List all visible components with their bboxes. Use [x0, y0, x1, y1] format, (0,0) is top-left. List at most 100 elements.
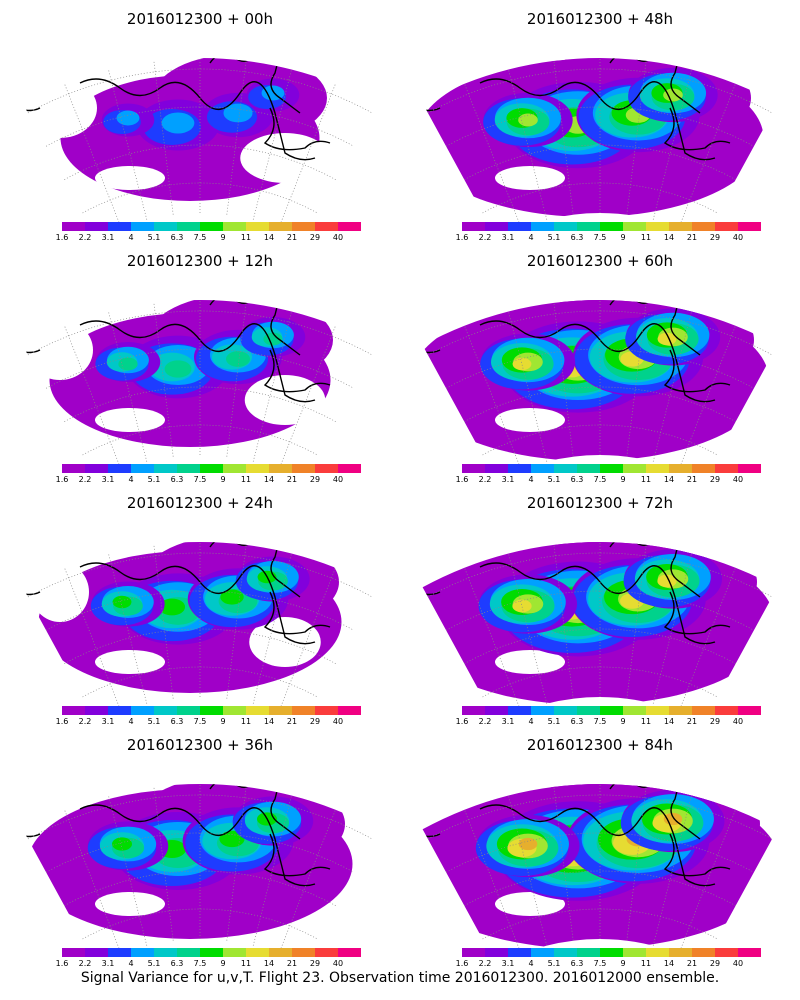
- colorbar-swatch: [646, 464, 669, 473]
- colorbar-label: 29: [310, 717, 320, 726]
- colorbar-label: 1.6: [456, 959, 469, 968]
- colorbar-swatch: [85, 706, 108, 715]
- colorbar-label: 6.3: [571, 475, 584, 484]
- panel-title: 2016012300 + 72h: [527, 494, 673, 512]
- colorbar-swatch: [177, 706, 200, 715]
- panel-title: 2016012300 + 84h: [527, 736, 673, 754]
- colorbar-label: 5.1: [548, 959, 561, 968]
- colorbar-swatch: [692, 706, 715, 715]
- colorbar-swatch: [315, 222, 338, 231]
- colorbar-label: 14: [264, 959, 274, 968]
- colorbar-label: 5.1: [148, 959, 161, 968]
- colorbar-label: 5.1: [548, 717, 561, 726]
- colorbar-label: 4: [128, 233, 133, 242]
- colorbar-label: 9: [620, 717, 625, 726]
- colorbar-label: 1.6: [56, 475, 69, 484]
- colorbar-swatch: [154, 464, 177, 473]
- colorbar-swatch: [485, 222, 508, 231]
- colorbar-label: 21: [687, 717, 697, 726]
- colorbar-swatch: [131, 464, 154, 473]
- colorbar-label: 1.6: [456, 233, 469, 242]
- panel-title: 2016012300 + 60h: [527, 252, 673, 270]
- colorbar-swatch: [577, 706, 600, 715]
- colorbar-swatch: [485, 464, 508, 473]
- colorbar-label: 11: [641, 233, 651, 242]
- colorbar-label: 3.1: [102, 717, 115, 726]
- colorbar-swatch: [600, 464, 623, 473]
- colorbar-label: 4: [128, 959, 133, 968]
- colorbar-label: 2.2: [79, 233, 92, 242]
- colorbar-label: 21: [287, 717, 297, 726]
- colorbar-label: 14: [264, 475, 274, 484]
- colorbar-label: 7.5: [594, 233, 607, 242]
- colorbar-label: 4: [528, 475, 533, 484]
- colorbar-label: 9: [220, 959, 225, 968]
- colorbar-label: 14: [664, 959, 674, 968]
- colorbar-swatch: [85, 948, 108, 957]
- colorbar-label: 21: [287, 475, 297, 484]
- colorbar-label: 7.5: [594, 717, 607, 726]
- colorbar-swatch: [154, 222, 177, 231]
- colorbar-label: 1.6: [56, 959, 69, 968]
- colorbar-label: 11: [641, 475, 651, 484]
- colorbar-label: 6.3: [571, 959, 584, 968]
- colorbar-swatch: [200, 706, 223, 715]
- colorbar-label: 40: [333, 233, 343, 242]
- colorbar-label: 21: [687, 959, 697, 968]
- colorbar-label: 4: [128, 475, 133, 484]
- colorbar-label: 2.2: [479, 717, 492, 726]
- colorbar-swatch: [108, 464, 131, 473]
- colorbar-label: 29: [710, 233, 720, 242]
- colorbar-swatch: [338, 706, 361, 715]
- colorbar-swatch: [692, 948, 715, 957]
- colorbar-swatch: [338, 948, 361, 957]
- colorbar-label: 3.1: [502, 959, 515, 968]
- colorbar-swatch: [269, 948, 292, 957]
- colorbar-swatch: [108, 706, 131, 715]
- colorbar-swatch: [269, 222, 292, 231]
- colorbar-label: 14: [264, 233, 274, 242]
- colorbar-label: 4: [528, 233, 533, 242]
- colorbar-swatch: [292, 464, 315, 473]
- colorbar-swatch: [269, 706, 292, 715]
- graticule: [427, 58, 773, 229]
- colorbar-swatch: [462, 222, 485, 231]
- colorbar-swatch: [462, 464, 485, 473]
- colorbar-label: 5.1: [548, 233, 561, 242]
- variance-field: [422, 541, 778, 724]
- colorbar-swatch: [715, 222, 738, 231]
- colorbar-label: 9: [620, 475, 625, 484]
- colorbar-label: 9: [220, 475, 225, 484]
- colorbar-swatch: [292, 706, 315, 715]
- graticule: [27, 58, 373, 229]
- colorbar-label: 7.5: [194, 959, 207, 968]
- colorbar-swatch: [154, 706, 177, 715]
- colorbar-swatch: [62, 222, 85, 231]
- colorbar-swatch: [177, 948, 200, 957]
- variance-field: [422, 299, 778, 482]
- colorbar-label: 3.1: [102, 475, 115, 484]
- colorbar-label: 21: [687, 233, 697, 242]
- colorbar-label: 11: [241, 233, 251, 242]
- colorbar-swatch: [223, 706, 246, 715]
- colorbar-label: 7.5: [194, 717, 207, 726]
- colorbar-label: 40: [733, 959, 743, 968]
- colorbar-label: 7.5: [594, 959, 607, 968]
- colorbar-swatch: [600, 222, 623, 231]
- colorbar-label: 9: [220, 717, 225, 726]
- colorbar-label: 1.6: [56, 233, 69, 242]
- colorbar-swatch: [338, 222, 361, 231]
- colorbar-label: 2.2: [79, 717, 92, 726]
- colorbar-swatch: [646, 222, 669, 231]
- colorbar-label: 2.2: [479, 233, 492, 242]
- colorbar-swatch: [292, 222, 315, 231]
- colorbar-swatch: [62, 706, 85, 715]
- colorbar-swatch: [292, 948, 315, 957]
- colorbar-swatch: [246, 948, 269, 957]
- colorbar-swatch: [177, 222, 200, 231]
- panel-title: 2016012300 + 48h: [527, 10, 673, 28]
- colorbar-swatch: [600, 948, 623, 957]
- colorbar-swatch: [646, 706, 669, 715]
- colorbar-swatch: [692, 464, 715, 473]
- panel-title: 2016012300 + 12h: [127, 252, 273, 270]
